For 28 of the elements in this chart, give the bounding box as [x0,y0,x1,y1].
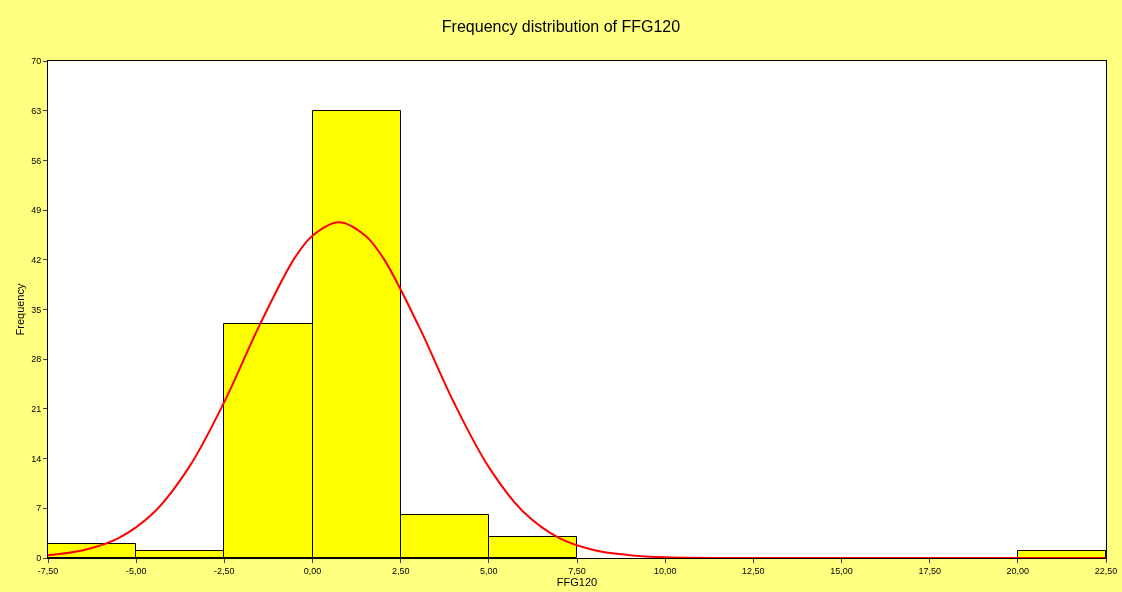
y-tick-label: 49 [31,205,42,216]
x-tick-label: 2,50 [391,565,410,576]
y-tick-label: 21 [31,404,42,415]
y-tick-label: 42 [31,254,42,265]
x-axis-title: FFG120 [556,575,598,588]
line-series [48,221,1106,558]
x-tick-label: -7,50 [37,565,59,576]
x-tick-label: 7,50 [568,565,586,576]
x-tick-label: 5,00 [480,565,498,576]
x-tick-label: 12,50 [742,565,765,576]
y-tick-label: 0 [36,553,42,564]
x-tick-label: 17,50 [918,565,941,576]
y-tick-label: 56 [31,155,42,166]
x-tick-label: 20,00 [1006,565,1030,576]
y-tick-label: 7 [36,503,42,514]
x-tick-label: -5,00 [125,565,147,576]
x-tick-label: 0,00 [303,565,322,576]
x-tick-label: 10,00 [653,565,677,576]
y-axis-title: Frequency [13,283,26,336]
chart-title: Frequency distribution of FFG120 [441,18,681,36]
y-tick-label: 63 [31,105,42,116]
y-tick-label: 70 [31,56,42,67]
x-tick-label: 15,00 [830,565,853,576]
y-tick-label: 35 [31,304,42,315]
x-tick-label: 22,50 [1094,565,1118,576]
y-tick-label: 14 [31,453,42,464]
x-tick-label: -2,50 [214,565,235,576]
y-tick-label: 28 [31,354,42,365]
